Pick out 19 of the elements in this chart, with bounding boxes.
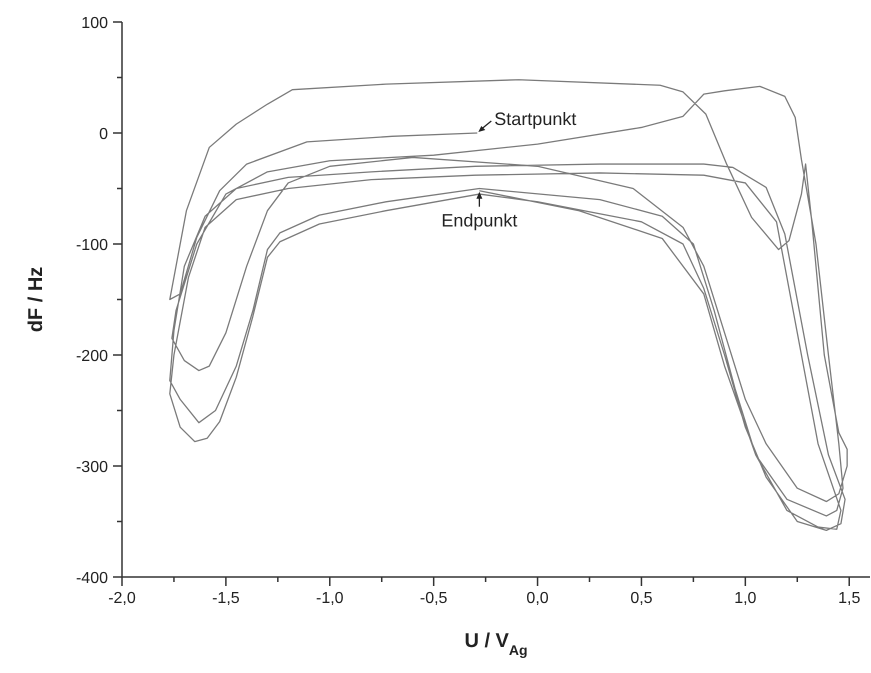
y-tick-label: -100	[76, 237, 108, 254]
x-tick-label: 1,0	[734, 590, 757, 607]
y-tick-label: -200	[76, 348, 108, 365]
x-axis-title: U / V$_{Ag}$	[464, 630, 528, 658]
annotation: Endpunkt	[441, 210, 518, 231]
x-tick-label: -0,5	[420, 590, 448, 607]
line-series	[169, 79, 848, 532]
y-tick-label: -300	[76, 459, 108, 476]
x-tick-label: 0,0	[526, 590, 549, 607]
y-tick-label: -400	[76, 570, 108, 587]
y-tick-label: 0	[99, 126, 108, 143]
annotation: Startpunkt	[494, 109, 576, 129]
x-tick-label: -1,0	[316, 590, 344, 607]
y-tick-label: 100	[81, 15, 108, 32]
x-tick-label: -2,0	[108, 590, 136, 607]
x-tick-label: -1,5	[212, 590, 240, 607]
x-tick-label: 1,5	[838, 590, 860, 607]
x-tick-label: 0,5	[630, 590, 653, 607]
y-axis-title: dF / Hz	[25, 266, 47, 332]
